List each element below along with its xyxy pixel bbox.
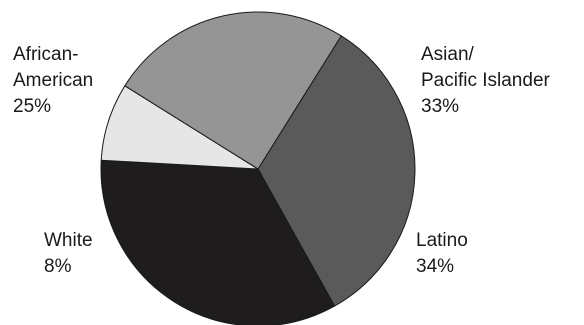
label-asian-pacific-islander: Asian/ Pacific Islander 33% bbox=[421, 42, 550, 120]
pie-slices bbox=[100, 11, 416, 325]
label-african-american: African- American 25% bbox=[13, 42, 93, 120]
label-african-american-line-2: American bbox=[13, 70, 94, 91]
label-latino-value: 34% bbox=[416, 256, 455, 277]
label-latino-line-1: Latino bbox=[416, 230, 468, 251]
label-asian-pacific-islander-value: 33% bbox=[421, 96, 460, 117]
label-white-value: 8% bbox=[44, 256, 72, 277]
label-african-american-line-1: African- bbox=[13, 44, 79, 65]
label-latino: Latino 34% bbox=[416, 228, 468, 280]
label-white-line-1: White bbox=[44, 230, 93, 251]
pie-slice-african-american bbox=[124, 11, 342, 170]
label-white: White 8% bbox=[44, 228, 93, 280]
label-asian-pacific-islander-line-1: Asian/ bbox=[421, 44, 474, 65]
pie-slice-latino bbox=[100, 159, 336, 325]
label-african-american-value: 25% bbox=[13, 96, 52, 117]
label-asian-pacific-islander-line-2: Pacific Islander bbox=[421, 70, 550, 91]
